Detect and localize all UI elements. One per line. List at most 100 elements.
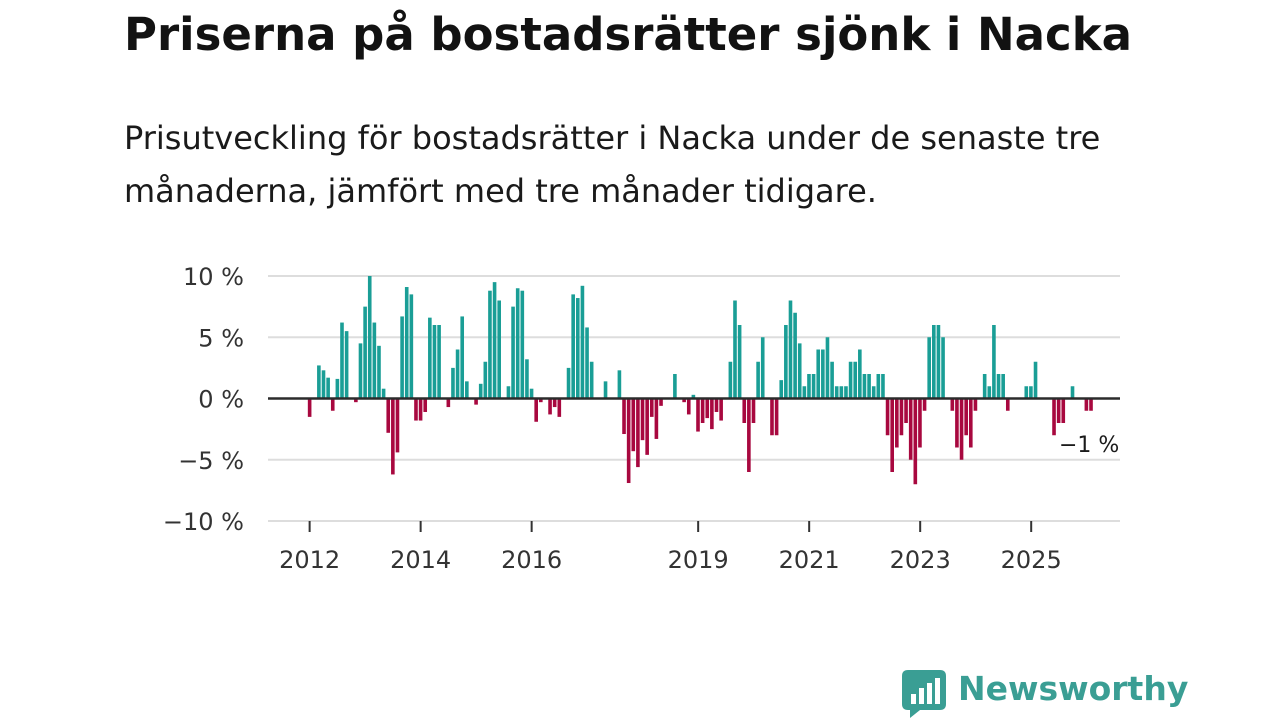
x-tick-label: 2019 [668,546,729,574]
bar [1084,398,1089,411]
bar [691,394,696,399]
bar [344,331,349,399]
bar [686,398,691,415]
bar [529,388,534,399]
bar [307,398,312,417]
x-axis: 2012 2014 2016 2019 2021 2023 2025 [279,521,1062,574]
bar [395,398,400,453]
bar [654,398,659,439]
bar [511,306,515,399]
bar [1024,386,1029,399]
bar [367,276,372,399]
bar [839,386,844,399]
bar [603,381,608,399]
bar [1089,398,1093,411]
bar [483,361,488,399]
bar-chart: 10 % 5 % 0 % −5 % −10 % 2012 2014 2016 2019 2021… [163,263,1120,574]
bar [1061,398,1066,423]
bar [710,398,714,430]
y-tick-label: −10 % [163,508,244,536]
bar [525,359,529,399]
bar [982,374,987,399]
bar [451,367,455,399]
bar [853,361,858,399]
bar [409,294,414,399]
bar [1005,398,1010,411]
bar [825,337,830,399]
bar [534,398,538,422]
bar [358,343,363,399]
bar [589,361,594,399]
bar [747,398,751,472]
bar [779,380,784,399]
bar [802,386,807,399]
bar [904,398,908,423]
bar [737,325,742,399]
bar [774,398,779,436]
bar [788,300,793,399]
bar [428,317,432,399]
bar [927,337,931,399]
bar [881,374,885,399]
bar [626,398,631,484]
bar [1070,386,1075,399]
bar [890,398,894,472]
bar [585,327,589,399]
bar [437,325,441,399]
y-tick-label: 5 % [198,324,244,352]
bar [871,386,876,399]
bar [760,337,765,399]
bar [733,300,737,399]
bar [659,398,663,406]
bar [797,343,802,399]
bar [844,386,848,399]
bar [682,398,686,403]
bar [548,398,552,415]
x-tick-label: 2016 [501,546,562,574]
bar [381,388,386,399]
x-tick-label: 2021 [779,546,840,574]
bar [834,386,839,399]
bar [354,398,358,403]
bar [497,300,501,399]
bar [862,374,867,399]
bar [571,294,575,399]
chart-subtitle: Prisutveckling för bostadsrätter i Nacka… [124,119,1101,210]
bar [1001,374,1005,399]
bar [908,398,913,460]
bar [696,398,700,432]
bar [1033,361,1038,399]
bar [557,398,562,417]
bar [848,361,853,399]
y-tick-label: 0 % [198,386,244,414]
bar [756,361,760,399]
bar [876,374,881,399]
bar [321,370,326,399]
bar [950,398,955,411]
y-tick-label: −5 % [178,447,244,475]
bar [811,374,816,399]
bar [317,365,321,399]
bar [705,398,710,419]
bar [649,398,654,417]
bar [885,398,890,436]
bar [858,349,862,399]
bar [520,290,525,399]
bar [400,316,404,399]
bar [423,398,428,412]
bar [391,398,395,475]
bar [478,383,483,399]
bar [326,377,330,399]
bar [955,398,959,448]
bar [992,325,996,399]
bar [335,378,340,399]
bar [631,398,636,452]
bar [363,306,367,399]
bar [455,349,460,399]
x-tick-label: 2014 [390,546,451,574]
bar [446,398,451,408]
chart-title: Priserna på bostadsrätter sjönk i Nacka [124,8,1132,61]
bar [1056,398,1061,423]
bar [506,386,511,399]
bar [552,398,557,408]
